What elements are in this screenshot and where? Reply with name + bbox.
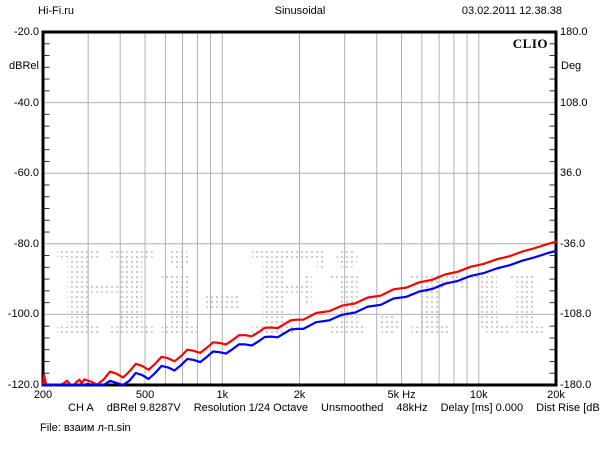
x-axis-tick: 10k: [469, 389, 488, 401]
y-axis-left-tick: -100.0: [7, 308, 39, 321]
x-axis-tick: 20k: [547, 389, 565, 401]
y-axis-left-tick: -80.0: [13, 237, 39, 250]
y-axis-right-unit: Deg: [561, 60, 582, 72]
status-segment: CH A: [68, 402, 94, 414]
grid-layer: [41, 30, 558, 387]
x-axis-tick: 200: [33, 389, 53, 401]
clio-brand-label: CLIO: [512, 36, 548, 51]
measurement-title: Sinusoidal: [274, 5, 326, 17]
x-axis-tick: 2k: [293, 389, 306, 401]
y-axis-right-tick: -180.0: [560, 379, 592, 391]
y-axis-right-tick: -36.0: [560, 237, 586, 250]
y-axis-right-tick: 108.0: [560, 96, 588, 109]
status-segment: 48kHz: [396, 402, 428, 414]
file-label: File: взаим л-п.sin: [40, 422, 131, 434]
header-left-label: Hi-Fi.ru: [38, 5, 75, 17]
status-segment: Dist Rise [dB] 30.00: [536, 402, 600, 414]
x-axis-tick: 5k Hz: [387, 389, 416, 401]
curve-layer: [41, 240, 558, 387]
y-axis-right-tick: 36.0: [560, 167, 582, 180]
y-axis-left-tick: -120.0: [7, 379, 39, 391]
status-segment: Delay [ms] 0.000: [440, 402, 524, 414]
y-axis-right-tick: 180.0: [560, 26, 588, 38]
status-segment: dBRel 9.8287V: [106, 402, 181, 414]
status-segment: Resolution 1/24 Octave: [193, 402, 309, 414]
status-bar: CH A dBRel 9.8287V Resolution 1/24 Octave U…: [68, 402, 600, 414]
y-axis-left-tick: -60.0: [13, 167, 39, 180]
y-axis-right-tick: -108.0: [560, 308, 592, 321]
y-axis-left-tick: -40.0: [13, 96, 39, 109]
y-axis-left-unit: dBRel: [9, 60, 39, 72]
status-segment: Unsmoothed: [321, 402, 384, 414]
x-axis-tick: 1k: [216, 389, 229, 401]
header-datetime: 03.02.2011 12.38.38: [461, 5, 562, 17]
x-axis-tick: 500: [135, 389, 155, 401]
y-axis-left-tick: -20.0: [13, 26, 39, 38]
